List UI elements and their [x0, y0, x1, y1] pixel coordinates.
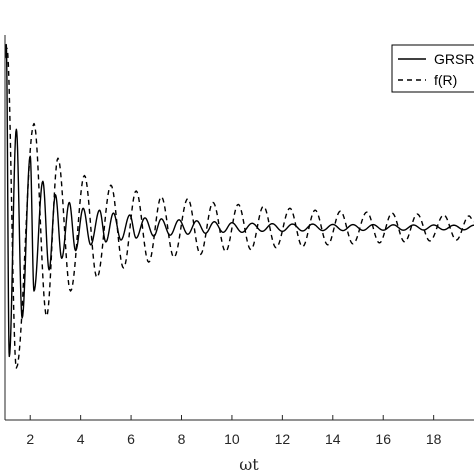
- x-tick-label: 4: [77, 431, 85, 447]
- series-line-grsr: [5, 43, 474, 358]
- series-layer: [5, 43, 474, 369]
- legend: GRSR f(R): [391, 44, 474, 93]
- legend-box: [391, 44, 474, 93]
- x-tick-label: 10: [224, 431, 240, 447]
- x-tick-label: 2: [26, 431, 34, 447]
- plot-area: [5, 43, 474, 369]
- legend-label-grsr: GRSR: [434, 51, 474, 67]
- series-line-fr: [5, 43, 474, 369]
- x-axis-label: ωt: [239, 455, 259, 474]
- x-tick-label: 6: [127, 431, 135, 447]
- x-tick-label: 16: [375, 431, 391, 447]
- x-tick-label: 8: [178, 431, 186, 447]
- legend-label-fr: f(R): [434, 72, 457, 88]
- x-tick-label: 14: [325, 431, 341, 447]
- x-tick-label: 12: [275, 431, 291, 447]
- x-tick-label: 18: [426, 431, 442, 447]
- axes-layer: [4, 35, 474, 421]
- x-ticks: 2 4 6 8 10 12 14 16 18: [26, 415, 442, 447]
